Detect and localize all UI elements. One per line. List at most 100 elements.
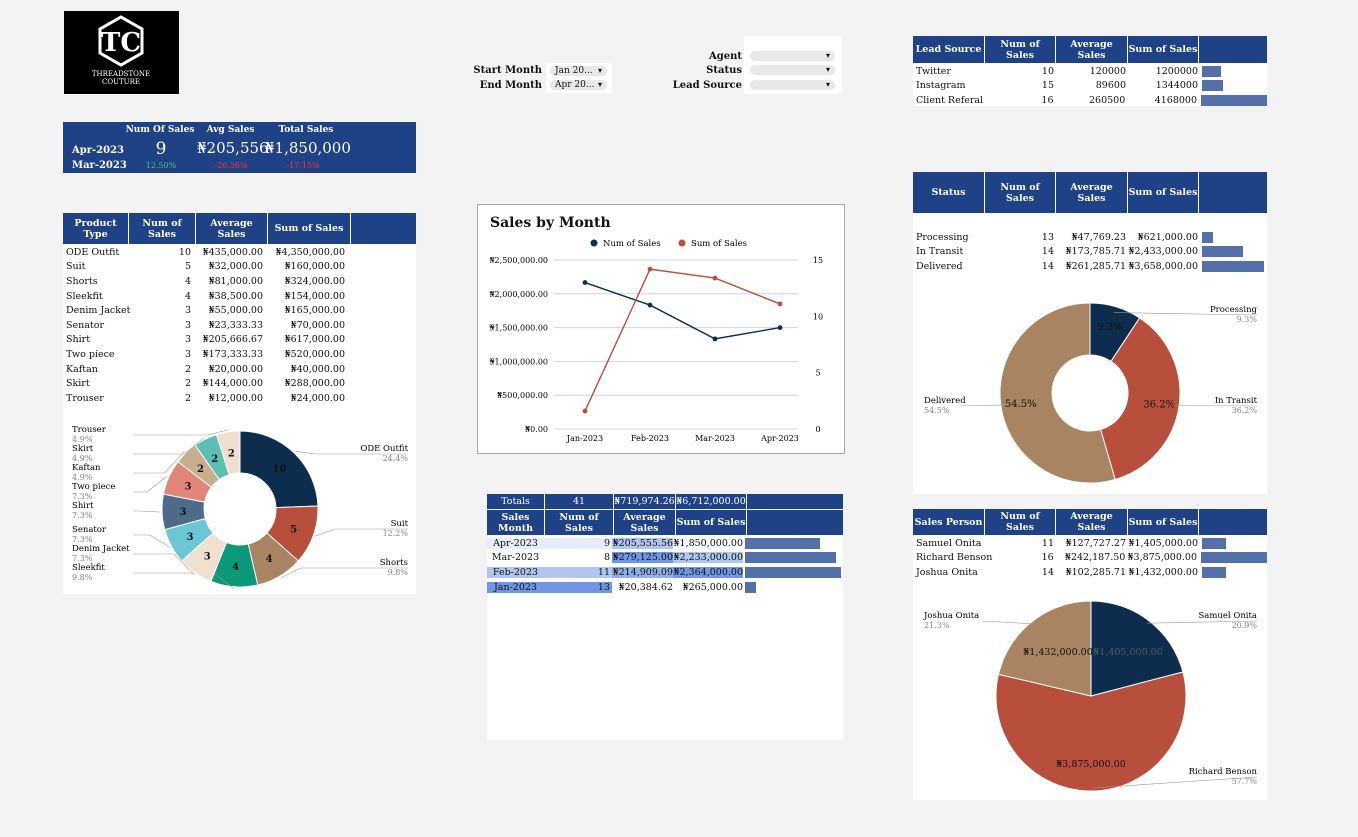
donut-value-label: 3 bbox=[180, 507, 187, 518]
table-row: Kaftan 2 ₦20,000.00 ₦40,000.00 bbox=[66, 362, 366, 377]
totals-label: Totals bbox=[487, 494, 545, 509]
product-num: 4 bbox=[184, 290, 191, 302]
donut-slice-delivered bbox=[999, 302, 1116, 484]
status-col-avg: Average Sales bbox=[1056, 172, 1128, 213]
lead-name: Client Referal bbox=[916, 94, 984, 106]
donut-percent-label: 4.9% bbox=[72, 473, 93, 482]
salesperson-sum: ₦1,432,000.00 bbox=[1128, 566, 1198, 578]
product-avg: ₦32,000.00 bbox=[208, 261, 263, 273]
series-point bbox=[712, 275, 718, 281]
donut-percent-label: 7.3% bbox=[72, 511, 93, 520]
salesperson-panel: Sales Person Num of Sales Average Sales … bbox=[913, 509, 1267, 800]
donut-category-label: Skirt bbox=[72, 444, 94, 454]
status-dropdown[interactable] bbox=[750, 65, 835, 75]
salesperson-num: 14 bbox=[1041, 566, 1054, 578]
donut-slice-trouser bbox=[215, 430, 241, 476]
product-avg: ₦55,000.00 bbox=[208, 305, 263, 317]
leader-line bbox=[315, 528, 408, 537]
series-point bbox=[647, 302, 653, 308]
product-num: 5 bbox=[184, 261, 191, 273]
donut-slice-in-transit bbox=[1099, 317, 1181, 481]
product-avg: ₦205,666.67 bbox=[202, 334, 263, 346]
lead-col-avg: Average Sales bbox=[1056, 36, 1128, 63]
series-point bbox=[582, 280, 588, 285]
table-row: Instagram 15 89600 1344000 bbox=[913, 79, 1267, 94]
pie-category-label: Samuel Onita bbox=[1198, 611, 1257, 621]
lead-source-dropdown[interactable] bbox=[750, 80, 835, 90]
product-name: Shorts bbox=[66, 275, 98, 287]
end-month-dropdown[interactable]: Apr 20... bbox=[550, 80, 607, 90]
donut-value-label: 2 bbox=[211, 454, 218, 465]
leader-line bbox=[960, 404, 1007, 407]
lead-avg: 260500 bbox=[1089, 94, 1126, 106]
lead-source-label: Lead Source bbox=[672, 80, 742, 91]
series-line-num-of-sales bbox=[584, 281, 781, 340]
table-row: Denim Jacket 3 ₦55,000.00 ₦165,000.00 bbox=[66, 303, 366, 318]
pie-slice-richard-benson bbox=[995, 671, 1187, 792]
lead-num: 16 bbox=[1041, 94, 1054, 106]
status-num: 13 bbox=[1041, 231, 1054, 243]
monthly-sum: ₦2,233,000.00 bbox=[673, 552, 743, 564]
monthly-num: 8 bbox=[544, 552, 612, 564]
y-right-tick-label: 5 bbox=[815, 369, 820, 378]
status-name: In Transit bbox=[916, 246, 964, 258]
lead-name: Twitter bbox=[916, 65, 951, 77]
totals-sum: ₦6,712,000.00 bbox=[676, 494, 747, 509]
table-row: Mar-2023 8 ₦279,125.00 ₦2,233,000.00 bbox=[487, 551, 843, 566]
leader-line bbox=[133, 437, 205, 455]
data-bar bbox=[1202, 260, 1264, 272]
start-month-dropdown[interactable]: Jan 20... bbox=[550, 66, 607, 76]
monthly-avg: ₦279,125.00 bbox=[612, 552, 673, 564]
pie-value-label: ₦3,875,000.00 bbox=[1056, 759, 1126, 770]
monthly-col-month: Sales Month bbox=[487, 510, 545, 535]
salesperson-avg: ₦127,727.27 bbox=[1065, 537, 1126, 549]
data-bar bbox=[745, 552, 836, 564]
product-name: ODE Outfit bbox=[66, 246, 120, 258]
monthly-num: 13 bbox=[544, 581, 612, 593]
salesperson-name: Samuel Onita bbox=[916, 537, 982, 549]
data-bar bbox=[745, 566, 841, 578]
agent-dropdown[interactable] bbox=[750, 51, 835, 61]
pie-percent-label: 57.7% bbox=[1232, 777, 1258, 786]
product-name: Two piece bbox=[66, 348, 115, 360]
table-row: Feb-2023 11 ₦214,909.09 ₦2,364,000.00 bbox=[487, 565, 843, 580]
product-name: Suit bbox=[66, 261, 86, 273]
data-bar-cell bbox=[1202, 537, 1226, 549]
donut-percent-label: 12.2% bbox=[383, 529, 409, 538]
product-sum: ₦520,000.00 bbox=[284, 348, 345, 360]
table-row: Processing 13 ₦47,769.23 ₦621,000.00 bbox=[913, 230, 1267, 245]
y-left-tick-label: ₦0.00 bbox=[525, 425, 548, 434]
salesperson-num: 11 bbox=[1041, 537, 1054, 549]
monthly-num: 11 bbox=[544, 566, 612, 578]
product-sum: ₦617,000.00 bbox=[284, 334, 345, 346]
donut-category-label: Suit bbox=[391, 519, 409, 529]
status-col-sum: Sum of Sales bbox=[1128, 172, 1199, 213]
pie-slice-samuel-onita bbox=[1090, 600, 1184, 697]
kpi-panel: Num Of Sales Avg Sales Total Sales Apr-2… bbox=[63, 122, 416, 173]
product-avg: ₦12,000.00 bbox=[208, 392, 263, 404]
product-name: Sleekfit bbox=[66, 290, 103, 302]
donut-category-label: Denim Jacket bbox=[72, 544, 130, 554]
product-sum: ₦288,000.00 bbox=[284, 378, 345, 390]
legend-label: Sum of Sales bbox=[691, 239, 747, 249]
table-row: Trouser 2 ₦12,000.00 ₦24,000.00 bbox=[66, 391, 366, 406]
y-left-tick-label: ₦2,500,000.00 bbox=[489, 256, 548, 265]
leader-line bbox=[1092, 776, 1258, 789]
pie-percent-label: 20.9% bbox=[1232, 621, 1258, 630]
x-tick-label: Jan-2023 bbox=[566, 434, 603, 443]
sales-by-month-panel: Sales by Month Num of Sales Sum of Sales ₦… bbox=[477, 204, 845, 454]
lead-col-sum: Sum of Sales bbox=[1128, 36, 1199, 63]
donut-category-label: Trouser bbox=[72, 425, 107, 435]
status-name: Processing bbox=[916, 231, 969, 243]
leader-line bbox=[280, 567, 408, 579]
status-col-status: Status bbox=[913, 172, 985, 213]
data-bar bbox=[1202, 566, 1227, 578]
pie-category-label: Richard Benson bbox=[1189, 767, 1258, 777]
product-sum: ₦154,000.00 bbox=[284, 290, 345, 302]
table-row: Twitter 10 120000 1200000 bbox=[913, 64, 1267, 79]
kpi-prev-month: Mar-2023 bbox=[72, 160, 127, 171]
lead-sum: 1344000 bbox=[1155, 80, 1198, 92]
end-month-label: End Month bbox=[479, 80, 542, 91]
